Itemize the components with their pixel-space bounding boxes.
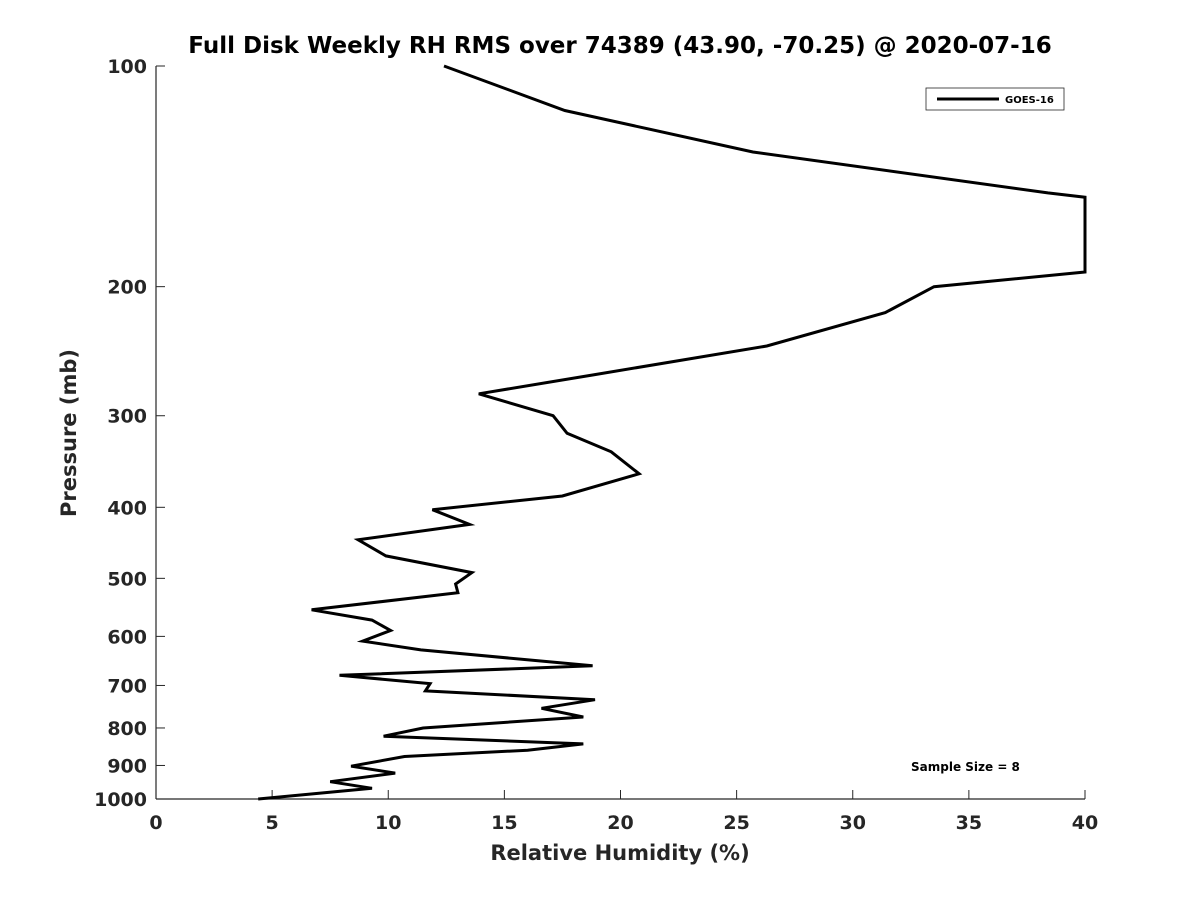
series-line-goes-16 [258,64,1087,801]
y-tick-label: 700 [107,675,147,697]
x-tick-label: 30 [840,812,866,834]
x-tick-label: 40 [1072,812,1098,834]
y-tick-label: 800 [107,718,147,740]
x-tick-label: 5 [266,812,279,834]
legend: GOES-16 [925,87,1065,111]
x-tick-label: 10 [375,812,401,834]
sample-size-annotation: Sample Size = 8 [911,760,1020,774]
x-tick-label: 25 [723,812,749,834]
x-tick-label: 20 [607,812,633,834]
x-tick-label: 0 [149,812,162,834]
x-axis-label: Relative Humidity (%) [490,841,749,865]
x-axis-ticks: 0 5 10 15 20 25 30 35 40 [149,790,1098,834]
x-tick-label: 15 [491,812,517,834]
x-tick-label: 35 [956,812,982,834]
y-tick-label: 200 [107,277,147,299]
y-tick-label: 500 [107,568,147,590]
legend-label-goes-16: GOES-16 [1005,95,1054,106]
y-axis-label: Pressure (mb) [57,349,81,517]
y-axis-ticks: 100 200 300 400 500 600 700 800 900 1000 [94,56,165,811]
plot-area [155,66,1085,800]
series-group [258,64,1087,801]
y-tick-label: 400 [107,497,147,519]
y-tick-label: 1000 [94,789,147,811]
y-tick-label: 300 [107,406,147,428]
y-tick-label: 600 [107,626,147,648]
y-tick-label: 900 [107,755,147,777]
chart-title: Full Disk Weekly RH RMS over 74389 (43.9… [188,33,1051,59]
y-tick-label: 100 [107,56,147,78]
